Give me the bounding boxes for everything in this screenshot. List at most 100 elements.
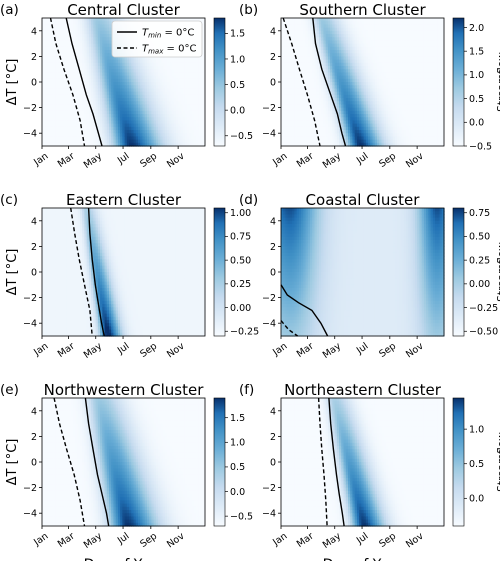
heatmap-cell — [135, 120, 139, 125]
heatmap-cell — [140, 114, 144, 118]
heatmap-cell — [100, 46, 103, 51]
heatmap-cell — [144, 88, 148, 93]
heatmap-cell — [142, 69, 146, 73]
heatmap-cell — [79, 126, 83, 131]
heatmap-cell — [155, 120, 159, 125]
heatmap-cell — [55, 133, 59, 137]
heatmap-cell — [68, 130, 72, 134]
heatmap-cell — [44, 37, 48, 41]
heatmap-cell — [59, 53, 63, 57]
heatmap-cell — [149, 18, 153, 22]
heatmap-cell — [120, 139, 123, 144]
heatmap-cell — [100, 104, 103, 109]
heatmap-cell — [102, 142, 106, 147]
heatmap-cell — [95, 66, 99, 70]
heatmap-cell — [53, 139, 56, 144]
heatmap-cell — [138, 104, 141, 109]
heatmap-cell — [68, 69, 72, 73]
heatmap-cell — [48, 120, 52, 125]
heatmap-cell — [42, 104, 45, 109]
heatmap-cell — [155, 78, 159, 83]
heatmap-cell — [66, 75, 70, 80]
heatmap-cell — [106, 27, 110, 32]
heatmap-cell — [153, 98, 157, 102]
heatmap-cell — [68, 110, 72, 115]
heatmap-cell — [138, 69, 141, 73]
heatmap-cell — [122, 18, 126, 22]
heatmap-cell — [82, 62, 86, 67]
heatmap-cell — [138, 133, 141, 137]
heatmap-cell — [151, 136, 155, 141]
heatmap-cell — [55, 50, 59, 54]
heatmap-cell — [153, 91, 157, 96]
heatmap-cell — [104, 136, 108, 141]
heatmap-cell — [86, 94, 90, 99]
heatmap-cell — [104, 101, 108, 105]
heatmap-cell — [75, 62, 79, 67]
heatmap-cell — [84, 117, 88, 121]
heatmap-cell — [146, 75, 150, 80]
heatmap-cell — [53, 117, 56, 121]
heatmap-cell — [144, 104, 148, 109]
heatmap-cell — [59, 123, 63, 128]
heatmap-cell — [62, 142, 65, 147]
heatmap-cell — [71, 66, 74, 70]
heatmap-cell — [55, 142, 59, 147]
heatmap-cell — [73, 104, 77, 109]
heatmap-cell — [122, 56, 126, 61]
heatmap-cell — [100, 82, 103, 86]
heatmap-cell — [155, 85, 159, 89]
heatmap-cell — [155, 133, 159, 137]
heatmap-cell — [55, 69, 59, 73]
heatmap-cell — [86, 66, 90, 70]
heatmap-cell — [42, 21, 45, 25]
heatmap-cell — [97, 94, 101, 99]
heatmap-cell — [142, 101, 146, 105]
heatmap-cell — [124, 56, 128, 61]
heatmap-cell — [68, 123, 72, 128]
heatmap-cell — [66, 34, 70, 38]
heatmap-cell — [95, 82, 99, 86]
heatmap-cell — [95, 142, 99, 147]
heatmap-cell — [146, 104, 150, 109]
heatmap-cell — [73, 18, 77, 22]
heatmap-cell — [93, 75, 97, 80]
heatmap-cell — [53, 66, 56, 70]
heatmap-cell — [138, 98, 141, 102]
heatmap-cell — [129, 56, 132, 61]
heatmap-cell — [48, 126, 52, 131]
heatmap-cell — [62, 101, 65, 105]
heatmap-cell — [55, 53, 59, 57]
heatmap-cell — [91, 101, 94, 105]
heatmap-cell — [48, 85, 52, 89]
heatmap-cell — [122, 133, 126, 137]
heatmap-cell — [59, 59, 63, 64]
heatmap-cell — [108, 123, 112, 128]
heatmap-cell — [142, 136, 146, 141]
heatmap-cell — [62, 78, 65, 83]
heatmap-cell — [88, 130, 92, 134]
heatmap-cell — [104, 139, 108, 144]
heatmap-cell — [44, 123, 48, 128]
heatmap-cell — [44, 40, 48, 45]
heatmap-cell — [106, 53, 110, 57]
heatmap-cell — [95, 56, 99, 61]
heatmap-cell — [48, 30, 52, 35]
heatmap-cell — [102, 40, 106, 45]
heatmap-cell — [64, 34, 68, 38]
heatmap-cell — [158, 82, 161, 86]
heatmap-cell — [108, 91, 112, 96]
heatmap-cell — [48, 69, 52, 73]
heatmap-cell — [149, 139, 153, 144]
heatmap-cell — [124, 78, 128, 83]
heatmap-cell — [140, 104, 144, 109]
heatmap-cell — [55, 101, 59, 105]
heatmap-cell — [142, 78, 146, 83]
heatmap-cell — [91, 27, 94, 32]
heatmap-cell — [88, 123, 92, 128]
heatmap-cell — [124, 85, 128, 89]
heatmap-cell — [113, 56, 117, 61]
heatmap-cell — [124, 104, 128, 109]
colorbar-tick-label: 1.5 — [230, 29, 245, 40]
heatmap-cell — [88, 133, 92, 137]
